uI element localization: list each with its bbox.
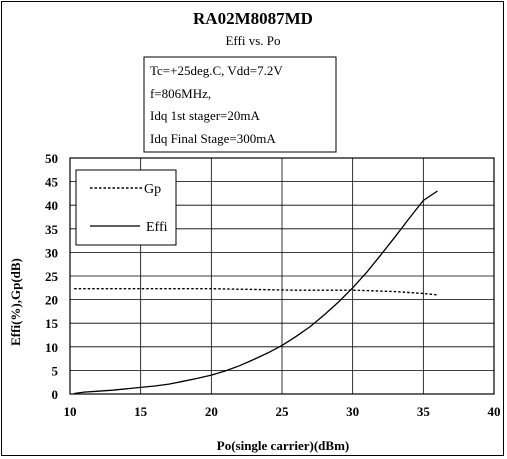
legend-label-effi: Effi (146, 220, 168, 235)
x-tick-label: 20 (205, 404, 218, 419)
condition-line: f=806MHz, (150, 86, 211, 101)
y-tick-label: 40 (45, 198, 58, 213)
x-tick-label: 35 (417, 404, 431, 419)
x-tick-label: 40 (488, 404, 501, 419)
x-tick-label: 10 (64, 404, 77, 419)
x-tick-label: 15 (134, 404, 148, 419)
tick-labels: 10 15 20 25 30 35 40 0 5 10 15 20 25 30 35 40 45 50 (45, 151, 501, 419)
series-line-gp (74, 288, 438, 296)
series-layer (74, 190, 438, 395)
y-tick-label: 10 (45, 340, 58, 355)
condition-line: Idq Final Stage=300mA (150, 131, 276, 146)
x-tick-label: 30 (346, 404, 359, 419)
y-tick-label: 50 (45, 151, 58, 166)
y-tick-label: 25 (45, 269, 59, 284)
chart-subtitle: Effi vs. Po (225, 33, 280, 48)
chart-title: RA02M8087MD (193, 9, 313, 28)
condition-line: Tc=+25deg.C, Vdd=7.2V (150, 63, 283, 78)
legend-label-gp: Gp (144, 182, 161, 197)
y-axis-label: Effi(%),Gp(dB) (8, 258, 23, 346)
y-tick-label: 35 (45, 222, 59, 237)
condition-line: Idq 1st stager=20mA (150, 108, 260, 123)
y-tick-label: 0 (52, 387, 59, 402)
y-tick-label: 5 (52, 363, 59, 378)
series-line-effi (74, 190, 438, 395)
y-tick-label: 15 (45, 316, 59, 331)
plot-area (69, 157, 495, 395)
x-tick-label: 25 (276, 404, 290, 419)
legend: Gp Effi (75, 169, 177, 246)
x-axis-label: Po(single carrier)(dBm) (217, 438, 349, 453)
y-tick-label: 20 (45, 293, 58, 308)
y-tick-label: 30 (45, 245, 58, 260)
y-tick-label: 45 (45, 175, 59, 190)
conditions-box: Tc=+25deg.C, Vdd=7.2V f=806MHz, Idq 1st … (143, 56, 337, 153)
